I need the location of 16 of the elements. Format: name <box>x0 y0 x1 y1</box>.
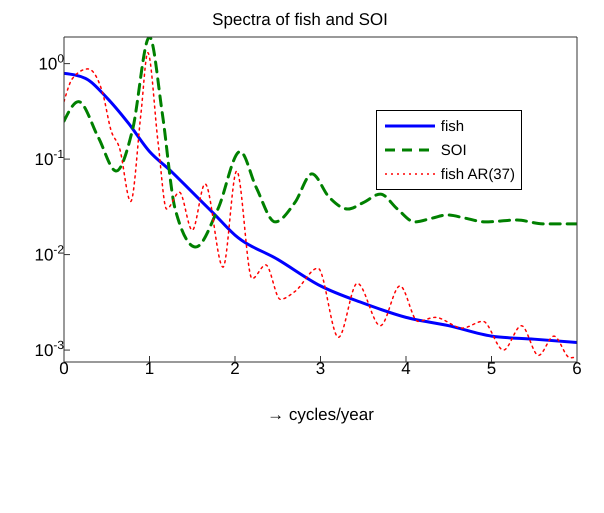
x-tick-label: 6 <box>572 359 582 378</box>
chart-title: Spectra of fish and SOI <box>211 9 389 30</box>
y-tick-label: 10$^{-2}$ <box>34 242 64 265</box>
x-tick-label: 5 <box>486 359 496 378</box>
x-tick-label: 2 <box>230 359 240 378</box>
x-tick-label: 4 <box>401 359 411 378</box>
legend-label: SOI <box>440 142 467 158</box>
x-tick-label: 0 <box>59 359 69 378</box>
legend-label: fish <box>440 118 464 134</box>
y-tick-label: 10$^{-1}$ <box>34 147 64 170</box>
y-tick-label: 10$^{0}$ <box>38 52 64 74</box>
y-tick-label: 10$^{-3}$ <box>34 338 64 360</box>
x-tick-label: 3 <box>316 359 326 378</box>
x-axis-title: → cycles/year <box>267 405 374 424</box>
x-tick-label: 1 <box>144 359 154 378</box>
legend-label: fish AR(37) <box>440 166 515 182</box>
